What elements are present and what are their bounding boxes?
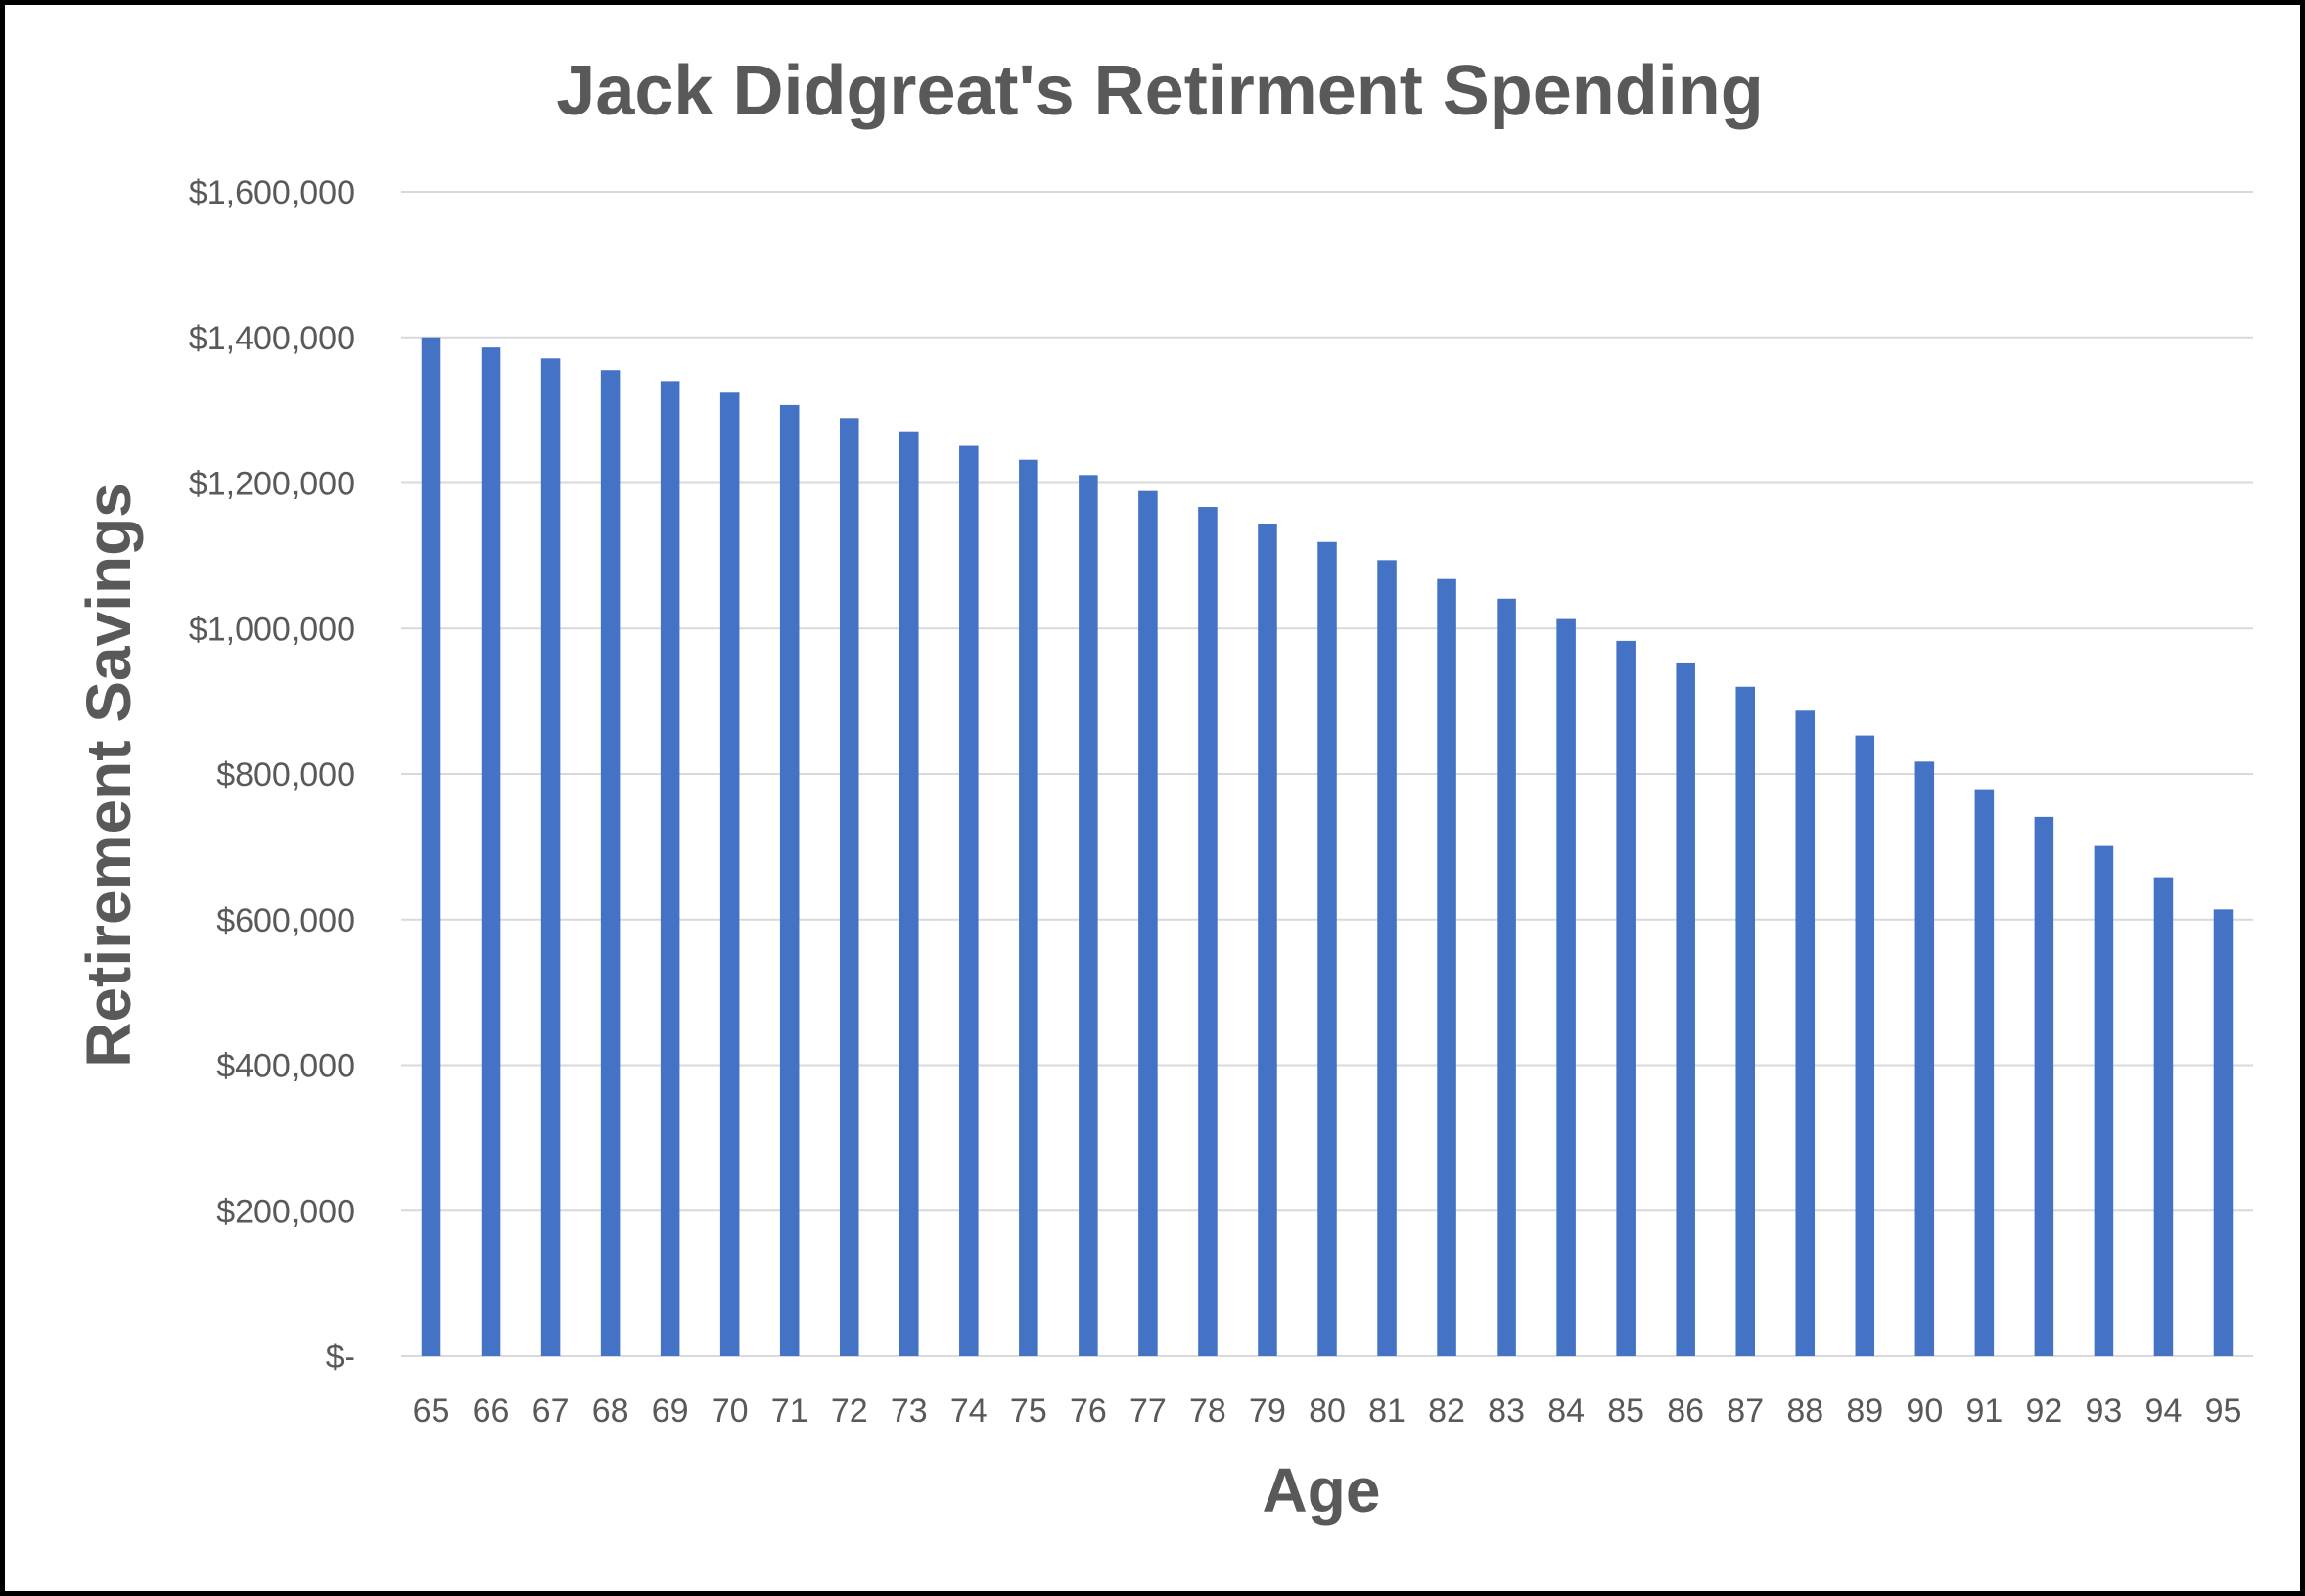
bar-age-66 <box>481 347 501 1357</box>
x-tick-label: 90 <box>1906 1392 1943 1430</box>
bar-age-79 <box>1258 524 1277 1356</box>
bar-age-85 <box>1616 640 1636 1356</box>
bar-age-92 <box>2034 816 2054 1356</box>
bar-age-94 <box>2153 877 2174 1356</box>
y-tick-label: $1,000,000 <box>189 611 355 648</box>
x-tick-label: 86 <box>1667 1392 1704 1430</box>
bar-age-80 <box>1317 541 1337 1356</box>
bar-age-91 <box>1974 789 1995 1356</box>
y-axis-title: Retirement Savings <box>73 482 144 1068</box>
bar-age-70 <box>719 392 740 1356</box>
y-axis-tick-labels: $- $200,000 $400,000 $600,000 $800,000 $1,000… <box>189 174 355 1376</box>
bar-age-95 <box>2213 909 2234 1356</box>
x-tick-label: 75 <box>1010 1392 1047 1430</box>
x-tick-label: 76 <box>1070 1392 1107 1430</box>
x-tick-label: 67 <box>532 1392 570 1430</box>
bar-age-74 <box>959 445 979 1357</box>
bar-age-77 <box>1138 490 1158 1356</box>
bar-age-88 <box>1795 710 1816 1356</box>
x-tick-label: 73 <box>891 1392 928 1430</box>
bar-age-65 <box>421 337 441 1356</box>
y-tick-label: $200,000 <box>216 1193 355 1230</box>
bar-age-78 <box>1198 507 1218 1356</box>
x-tick-label: 87 <box>1727 1392 1764 1430</box>
x-tick-label: 68 <box>592 1392 629 1430</box>
bar-age-72 <box>839 418 859 1356</box>
x-tick-label: 66 <box>473 1392 510 1430</box>
x-tick-label: 65 <box>413 1392 450 1430</box>
x-tick-label: 70 <box>712 1392 749 1430</box>
x-tick-label: 69 <box>652 1392 689 1430</box>
x-tick-label: 95 <box>2205 1392 2242 1430</box>
bar-age-76 <box>1079 475 1098 1357</box>
y-tick-label: $- <box>326 1339 355 1376</box>
bar-age-67 <box>540 358 561 1357</box>
y-tick-label: $1,400,000 <box>189 320 355 357</box>
x-tick-label: 78 <box>1189 1392 1226 1430</box>
bar-age-73 <box>899 431 919 1357</box>
x-tick-label: 79 <box>1249 1392 1286 1430</box>
x-tick-label: 92 <box>2025 1392 2062 1430</box>
x-tick-label: 77 <box>1129 1392 1167 1430</box>
x-tick-label: 94 <box>2145 1392 2183 1430</box>
x-tick-label: 82 <box>1428 1392 1465 1430</box>
x-tick-label: 88 <box>1786 1392 1823 1430</box>
bar-age-93 <box>2094 845 2114 1356</box>
x-tick-label: 83 <box>1488 1392 1525 1430</box>
bar-age-75 <box>1019 459 1038 1356</box>
x-tick-label: 89 <box>1846 1392 1883 1430</box>
x-tick-label: 81 <box>1368 1392 1406 1430</box>
bar-age-84 <box>1556 618 1576 1356</box>
y-tick-label: $800,000 <box>216 756 355 794</box>
bar-age-90 <box>1914 761 1935 1356</box>
bar-age-68 <box>600 370 621 1356</box>
x-tick-label: 85 <box>1607 1392 1644 1430</box>
bars <box>421 337 2234 1357</box>
x-axis-title: Age <box>1263 1455 1381 1526</box>
bar-age-87 <box>1735 686 1755 1356</box>
x-tick-label: 71 <box>771 1392 808 1430</box>
x-tick-label: 91 <box>1965 1392 2003 1430</box>
y-tick-label: $400,000 <box>216 1048 355 1085</box>
x-tick-label: 74 <box>950 1392 988 1430</box>
retirement-savings-bar-chart: Jack Didgreat's Retirment Spending $- $20… <box>73 52 2253 1526</box>
x-tick-label: 93 <box>2086 1392 2123 1430</box>
bar-age-81 <box>1377 560 1397 1356</box>
x-axis-tick-labels: 65 66 67 68 69 70 71 72 73 74 75 76 77 78 79 80 81 82 83 84… <box>413 1392 2242 1430</box>
bar-age-82 <box>1437 578 1456 1356</box>
bar-age-89 <box>1855 735 1875 1356</box>
y-tick-label: $1,600,000 <box>189 174 355 211</box>
bar-age-71 <box>779 404 800 1356</box>
chart-title: Jack Didgreat's Retirment Spending <box>556 52 1763 130</box>
x-tick-label: 84 <box>1547 1392 1585 1430</box>
bar-age-86 <box>1676 662 1695 1356</box>
y-tick-label: $1,200,000 <box>189 466 355 503</box>
x-tick-label: 80 <box>1309 1392 1346 1430</box>
bar-age-83 <box>1497 598 1516 1356</box>
y-tick-label: $600,000 <box>216 902 355 939</box>
bar-age-69 <box>660 381 680 1356</box>
x-tick-label: 72 <box>831 1392 868 1430</box>
